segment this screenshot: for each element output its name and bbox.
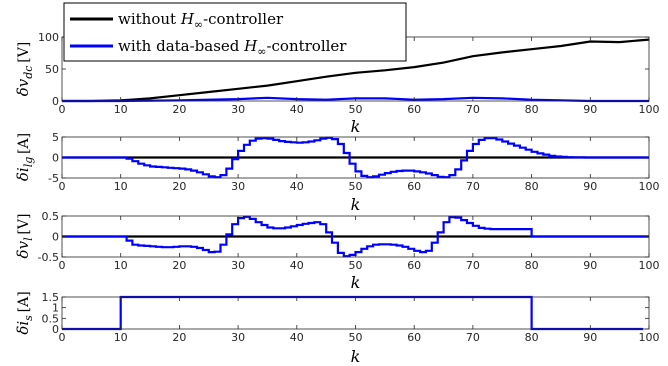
y-tick-label: 0 — [52, 152, 59, 165]
x-tick-label: 40 — [290, 180, 304, 193]
x-tick-label: 70 — [466, 103, 480, 116]
y-axis-label: δvl [V] — [14, 214, 35, 259]
x-axis-label: k — [351, 273, 361, 292]
panel-1: 0 10 20 30 40 50 60 70 80 90 100 0 50 100 k δvdc [V] wit… — [14, 2, 660, 136]
x-tick-label: 60 — [407, 259, 421, 272]
series-group — [62, 136, 649, 179]
x-tick-label: 60 — [407, 103, 421, 116]
y-tick-label: 100 — [38, 31, 59, 44]
y-tick-label: 1.5 — [42, 291, 60, 304]
y-tick-label: 1 — [52, 302, 59, 315]
y-tick-label: 0.5 — [42, 312, 60, 325]
series-group — [62, 215, 649, 258]
x-tick-label: 0 — [59, 331, 66, 344]
x-tick-label: 80 — [525, 103, 539, 116]
x-tick-label: 70 — [466, 180, 480, 193]
x-tick-label: 100 — [639, 180, 660, 193]
x-axis-label: k — [351, 195, 361, 214]
legend-entry-1: without H∞-controller — [118, 10, 284, 31]
x-tick-label: 10 — [114, 103, 128, 116]
y-tick-label: 50 — [45, 63, 59, 76]
x-tick-label: 10 — [114, 331, 128, 344]
x-tick-label: 20 — [172, 259, 186, 272]
legend-entry-2: with data-based H∞-controller — [118, 37, 347, 58]
x-tick-label: 10 — [114, 180, 128, 193]
x-tick-label: 30 — [231, 180, 245, 193]
y-tick-label: -0.5 — [38, 251, 59, 264]
x-tick-label: 0 — [59, 103, 66, 116]
x-tick-label: 10 — [114, 259, 128, 272]
legend-box — [63, 2, 407, 62]
x-tick-label: 80 — [525, 331, 539, 344]
x-tick-label: 80 — [525, 180, 539, 193]
x-tick-label: 100 — [639, 103, 660, 116]
y-axis-label: δilg [A] — [14, 133, 35, 181]
x-tick-label: 40 — [290, 259, 304, 272]
y-tick-label: 5 — [52, 131, 59, 144]
plot-area — [62, 297, 649, 329]
series-line-2 — [62, 136, 649, 179]
series-line-1 — [62, 38, 649, 103]
x-tick-label: 50 — [349, 259, 363, 272]
x-tick-label: 0 — [59, 259, 66, 272]
x-tick-label: 90 — [583, 259, 597, 272]
x-tick-label: 0 — [59, 180, 66, 193]
legend: without H∞-controller with data-based H∞-… — [63, 2, 407, 62]
y-axis-label: δis [A] — [14, 291, 35, 334]
x-tick-label: 90 — [583, 103, 597, 116]
series-line-2 — [62, 96, 649, 103]
x-tick-label: 90 — [583, 331, 597, 344]
x-axis-label: k — [351, 347, 361, 366]
x-tick-label: 100 — [639, 331, 660, 344]
y-axis-label: δvdc [V] — [14, 42, 35, 97]
x-tick-label: 50 — [349, 331, 363, 344]
x-tick-label: 50 — [349, 180, 363, 193]
x-tick-label: 40 — [290, 103, 304, 116]
x-tick-label: 60 — [407, 180, 421, 193]
x-tick-label: 20 — [172, 331, 186, 344]
y-tick-label: 0.5 — [42, 210, 60, 223]
x-tick-label: 60 — [407, 331, 421, 344]
x-tick-label: 40 — [290, 331, 304, 344]
x-tick-label: 90 — [583, 180, 597, 193]
x-tick-label: 70 — [466, 259, 480, 272]
y-tick-label: 0 — [52, 231, 59, 244]
x-tick-label: 30 — [231, 259, 245, 272]
y-tick-label: 0 — [52, 95, 59, 108]
y-tick-label: 0 — [52, 323, 59, 336]
series-line-2 — [62, 215, 649, 258]
x-tick-label: 20 — [172, 103, 186, 116]
x-tick-label: 80 — [525, 259, 539, 272]
x-tick-label: 100 — [639, 259, 660, 272]
x-tick-label: 70 — [466, 331, 480, 344]
x-axis-label: k — [351, 117, 361, 136]
x-tick-label: 30 — [231, 103, 245, 116]
y-tick-label: -5 — [48, 172, 59, 185]
x-tick-label: 20 — [172, 180, 186, 193]
x-tick-label: 50 — [349, 103, 363, 116]
series-group — [62, 38, 649, 103]
x-tick-label: 30 — [231, 331, 245, 344]
